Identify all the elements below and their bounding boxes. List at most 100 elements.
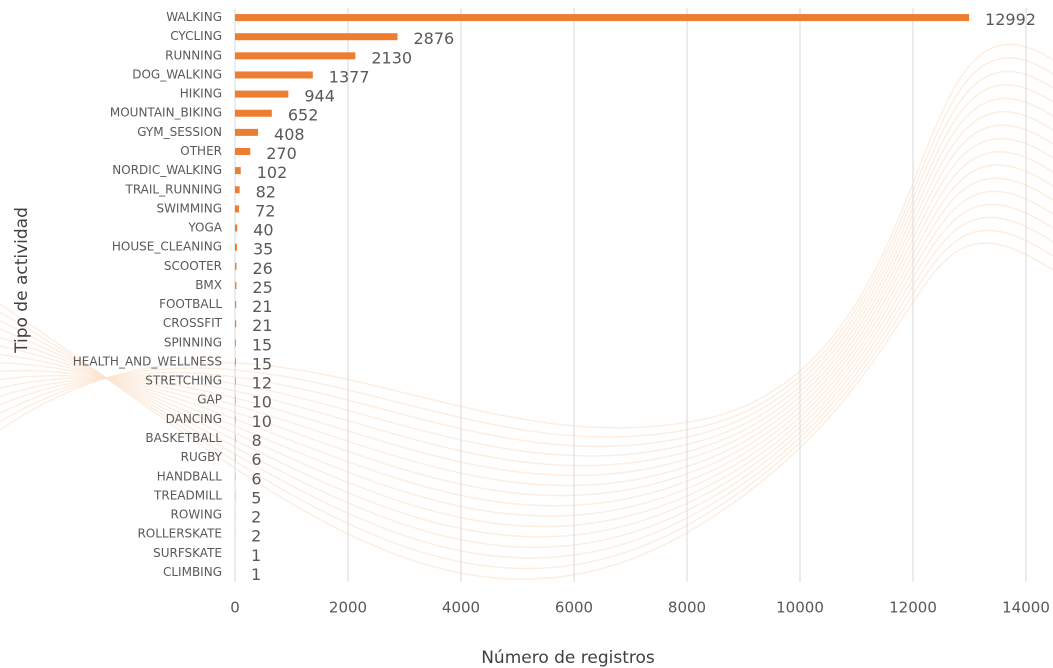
- data-label: 15: [252, 335, 272, 354]
- data-label: 15: [252, 354, 272, 373]
- bar: [235, 109, 272, 117]
- bar: [235, 320, 237, 328]
- y-tick-label: GYM_SESSION: [137, 125, 222, 139]
- background-curve: [0, 164, 1053, 517]
- y-tick-label: DOG_WALKING: [132, 67, 222, 81]
- x-tick-label: 12000: [889, 599, 937, 617]
- y-tick-label: TRAIL_RUNNING: [124, 182, 222, 196]
- x-tick-label: 4000: [442, 599, 480, 617]
- data-label: 6: [251, 450, 261, 469]
- data-label: 40: [253, 221, 273, 240]
- x-tick-label: 14000: [1002, 599, 1050, 617]
- y-tick-label: CYCLING: [170, 29, 222, 43]
- bar: [235, 14, 970, 22]
- y-tick-label: STRETCHING: [145, 374, 222, 388]
- y-tick-label: GAP: [197, 393, 222, 407]
- y-axis-title: Tipo de actividad: [12, 207, 32, 354]
- data-label: 2: [251, 527, 261, 546]
- bar: [235, 377, 236, 385]
- background-curve: [0, 177, 1053, 528]
- data-label: 82: [256, 182, 276, 201]
- y-tick-label: SPINNING: [164, 335, 222, 349]
- y-tick-label: YOGA: [187, 221, 222, 235]
- y-tick-label: RUGBY: [181, 450, 223, 464]
- y-tick-label: RUNNING: [165, 48, 222, 62]
- y-tick-label: ROLLERSKATE: [137, 527, 222, 541]
- y-tick-label: OTHER: [180, 144, 222, 158]
- x-tick-label: 10000: [776, 599, 824, 617]
- data-label: 1: [251, 546, 261, 565]
- data-label: 12992: [985, 10, 1036, 29]
- x-tick-label: 8000: [668, 599, 706, 617]
- bar: [235, 243, 237, 251]
- data-label: 2876: [413, 29, 454, 48]
- y-tick-label: MOUNTAIN_BIKING: [110, 106, 222, 120]
- bar: [235, 167, 241, 175]
- y-tick-label: BMX: [195, 278, 222, 292]
- data-label: 270: [266, 144, 297, 163]
- y-tick-label: CROSSFIT: [163, 316, 223, 330]
- background-curve: [0, 137, 1053, 497]
- data-label: 2: [251, 508, 261, 527]
- y-tick-label: FOOTBALL: [159, 297, 222, 311]
- data-label: 72: [255, 201, 275, 220]
- background-curve: [0, 97, 1053, 467]
- x-tick-label: 2000: [329, 599, 367, 617]
- data-label: 5: [251, 488, 261, 507]
- y-tick-label: TREADMILL: [153, 488, 222, 502]
- y-tick-label: SWIMMING: [156, 201, 222, 215]
- bar: [235, 415, 236, 423]
- background-curve: [0, 190, 1053, 538]
- data-label: 12: [252, 374, 272, 393]
- y-tick-label: NORDIC_WALKING: [112, 163, 222, 177]
- y-tick-label: DANCING: [166, 412, 222, 426]
- y-tick-label: HOUSE_CLEANING: [112, 240, 222, 254]
- y-tick-label: BASKETBALL: [145, 431, 222, 445]
- data-label: 944: [304, 87, 335, 106]
- y-tick-label: HIKING: [180, 87, 222, 101]
- data-label: 2130: [371, 48, 412, 67]
- bar: [235, 52, 356, 60]
- y-tick-label: HANDBALL: [157, 469, 223, 483]
- bar: [235, 128, 259, 136]
- data-label: 6: [251, 469, 261, 488]
- data-label: 408: [274, 125, 305, 144]
- bar: [235, 301, 237, 309]
- y-tick-label: WALKING: [166, 10, 222, 24]
- bar: [235, 281, 237, 289]
- background-curve: [0, 124, 1053, 487]
- data-label: 652: [288, 106, 319, 125]
- bar: [235, 71, 313, 79]
- data-label: 1377: [329, 67, 370, 86]
- bar: [235, 90, 289, 98]
- background-curve: [0, 84, 1053, 457]
- data-label: 26: [252, 259, 272, 278]
- background-curve: [0, 57, 1053, 438]
- background-curve: [0, 43, 1053, 431]
- data-label: 25: [252, 278, 272, 297]
- y-tick-label: ROWING: [171, 508, 222, 522]
- background-curve: [0, 111, 1053, 477]
- bar: [235, 148, 251, 155]
- y-tick-label: SURFSKATE: [153, 546, 222, 560]
- data-label: 10: [252, 412, 272, 431]
- x-tick-label: 6000: [555, 599, 593, 617]
- data-label: 8: [251, 431, 261, 450]
- data-label: 102: [257, 163, 288, 182]
- y-tick-label: SCOOTER: [164, 259, 222, 273]
- data-label: 35: [253, 240, 273, 259]
- y-tick-label: HEALTH_AND_WELLNESS: [73, 354, 222, 368]
- x-tick-label: 0: [230, 599, 240, 617]
- bar: [235, 262, 237, 270]
- bar: [235, 205, 240, 213]
- data-label: 10: [252, 393, 272, 412]
- y-tick-label: CLIMBING: [163, 565, 222, 579]
- data-label: 21: [252, 297, 272, 316]
- bar: [235, 358, 236, 366]
- x-axis-title: Número de registros: [481, 648, 655, 668]
- data-label: 21: [252, 316, 272, 335]
- bar: [235, 396, 236, 404]
- bar: [235, 224, 238, 232]
